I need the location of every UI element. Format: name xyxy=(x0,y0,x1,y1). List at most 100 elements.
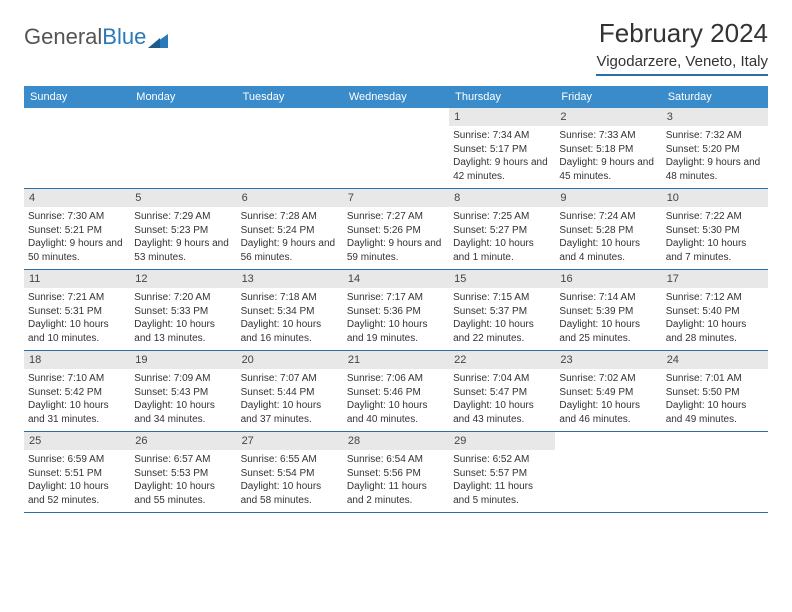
daylight-text: Daylight: 10 hours and 28 minutes. xyxy=(666,318,764,345)
sunrise-text: Sunrise: 7:01 AM xyxy=(666,372,764,386)
weekday-header-row: Sunday Monday Tuesday Wednesday Thursday… xyxy=(24,86,768,108)
day-details: Sunrise: 7:14 AMSunset: 5:39 PMDaylight:… xyxy=(555,288,661,350)
calendar-day-cell: 25Sunrise: 6:59 AMSunset: 5:51 PMDayligh… xyxy=(24,432,130,512)
sunset-text: Sunset: 5:44 PM xyxy=(241,386,339,400)
daylight-text: Daylight: 11 hours and 2 minutes. xyxy=(347,480,445,507)
sunrise-text: Sunrise: 6:57 AM xyxy=(134,453,232,467)
sunset-text: Sunset: 5:39 PM xyxy=(559,305,657,319)
calendar-day-cell xyxy=(24,108,130,188)
day-number: 18 xyxy=(24,351,130,369)
sunset-text: Sunset: 5:24 PM xyxy=(241,224,339,238)
day-number: 27 xyxy=(237,432,343,450)
sunset-text: Sunset: 5:30 PM xyxy=(666,224,764,238)
day-details: Sunrise: 7:06 AMSunset: 5:46 PMDaylight:… xyxy=(343,369,449,431)
sunset-text: Sunset: 5:23 PM xyxy=(134,224,232,238)
calendar-day-cell: 10Sunrise: 7:22 AMSunset: 5:30 PMDayligh… xyxy=(662,189,768,269)
day-number: 15 xyxy=(449,270,555,288)
day-details: Sunrise: 7:09 AMSunset: 5:43 PMDaylight:… xyxy=(130,369,236,431)
weekday-header: Tuesday xyxy=(237,86,343,108)
daylight-text: Daylight: 10 hours and 40 minutes. xyxy=(347,399,445,426)
calendar-day-cell: 18Sunrise: 7:10 AMSunset: 5:42 PMDayligh… xyxy=(24,351,130,431)
day-details: Sunrise: 7:10 AMSunset: 5:42 PMDaylight:… xyxy=(24,369,130,431)
sunrise-text: Sunrise: 7:04 AM xyxy=(453,372,551,386)
daylight-text: Daylight: 10 hours and 19 minutes. xyxy=(347,318,445,345)
calendar-day-cell: 17Sunrise: 7:12 AMSunset: 5:40 PMDayligh… xyxy=(662,270,768,350)
weekday-header: Sunday xyxy=(24,86,130,108)
day-number: 10 xyxy=(662,189,768,207)
daylight-text: Daylight: 9 hours and 50 minutes. xyxy=(28,237,126,264)
calendar-day-cell: 28Sunrise: 6:54 AMSunset: 5:56 PMDayligh… xyxy=(343,432,449,512)
day-details: Sunrise: 7:20 AMSunset: 5:33 PMDaylight:… xyxy=(130,288,236,350)
sunset-text: Sunset: 5:31 PM xyxy=(28,305,126,319)
calendar-day-cell: 5Sunrise: 7:29 AMSunset: 5:23 PMDaylight… xyxy=(130,189,236,269)
calendar-week-row: 25Sunrise: 6:59 AMSunset: 5:51 PMDayligh… xyxy=(24,432,768,513)
calendar-day-cell: 21Sunrise: 7:06 AMSunset: 5:46 PMDayligh… xyxy=(343,351,449,431)
calendar-week-row: 11Sunrise: 7:21 AMSunset: 5:31 PMDayligh… xyxy=(24,270,768,351)
sunrise-text: Sunrise: 7:27 AM xyxy=(347,210,445,224)
sunrise-text: Sunrise: 6:52 AM xyxy=(453,453,551,467)
calendar-day-cell: 4Sunrise: 7:30 AMSunset: 5:21 PMDaylight… xyxy=(24,189,130,269)
month-title: February 2024 xyxy=(596,18,768,49)
brand-text-gray: General xyxy=(24,24,102,50)
calendar-day-cell: 26Sunrise: 6:57 AMSunset: 5:53 PMDayligh… xyxy=(130,432,236,512)
calendar-day-cell: 2Sunrise: 7:33 AMSunset: 5:18 PMDaylight… xyxy=(555,108,661,188)
daylight-text: Daylight: 10 hours and 16 minutes. xyxy=(241,318,339,345)
calendar-day-cell xyxy=(130,108,236,188)
sunrise-text: Sunrise: 7:17 AM xyxy=(347,291,445,305)
sunset-text: Sunset: 5:53 PM xyxy=(134,467,232,481)
sunrise-text: Sunrise: 6:54 AM xyxy=(347,453,445,467)
day-details: Sunrise: 7:18 AMSunset: 5:34 PMDaylight:… xyxy=(237,288,343,350)
sunset-text: Sunset: 5:37 PM xyxy=(453,305,551,319)
day-details: Sunrise: 7:30 AMSunset: 5:21 PMDaylight:… xyxy=(24,207,130,269)
sunset-text: Sunset: 5:36 PM xyxy=(347,305,445,319)
day-details: Sunrise: 7:17 AMSunset: 5:36 PMDaylight:… xyxy=(343,288,449,350)
day-details: Sunrise: 6:54 AMSunset: 5:56 PMDaylight:… xyxy=(343,450,449,512)
sunrise-text: Sunrise: 7:20 AM xyxy=(134,291,232,305)
calendar-day-cell: 22Sunrise: 7:04 AMSunset: 5:47 PMDayligh… xyxy=(449,351,555,431)
day-details: Sunrise: 6:59 AMSunset: 5:51 PMDaylight:… xyxy=(24,450,130,512)
day-number: 9 xyxy=(555,189,661,207)
calendar-day-cell: 14Sunrise: 7:17 AMSunset: 5:36 PMDayligh… xyxy=(343,270,449,350)
daylight-text: Daylight: 10 hours and 46 minutes. xyxy=(559,399,657,426)
sunrise-text: Sunrise: 7:32 AM xyxy=(666,129,764,143)
brand-text-blue: Blue xyxy=(102,24,146,50)
daylight-text: Daylight: 10 hours and 1 minute. xyxy=(453,237,551,264)
daylight-text: Daylight: 9 hours and 59 minutes. xyxy=(347,237,445,264)
calendar-day-cell: 23Sunrise: 7:02 AMSunset: 5:49 PMDayligh… xyxy=(555,351,661,431)
calendar-day-cell: 11Sunrise: 7:21 AMSunset: 5:31 PMDayligh… xyxy=(24,270,130,350)
calendar-day-cell: 12Sunrise: 7:20 AMSunset: 5:33 PMDayligh… xyxy=(130,270,236,350)
day-details: Sunrise: 6:57 AMSunset: 5:53 PMDaylight:… xyxy=(130,450,236,512)
calendar-week-row: 4Sunrise: 7:30 AMSunset: 5:21 PMDaylight… xyxy=(24,189,768,270)
day-details: Sunrise: 7:29 AMSunset: 5:23 PMDaylight:… xyxy=(130,207,236,269)
sunset-text: Sunset: 5:51 PM xyxy=(28,467,126,481)
daylight-text: Daylight: 10 hours and 52 minutes. xyxy=(28,480,126,507)
sunrise-text: Sunrise: 7:22 AM xyxy=(666,210,764,224)
calendar-day-cell: 19Sunrise: 7:09 AMSunset: 5:43 PMDayligh… xyxy=(130,351,236,431)
day-number: 12 xyxy=(130,270,236,288)
daylight-text: Daylight: 10 hours and 37 minutes. xyxy=(241,399,339,426)
day-details: Sunrise: 7:33 AMSunset: 5:18 PMDaylight:… xyxy=(555,126,661,188)
sunset-text: Sunset: 5:50 PM xyxy=(666,386,764,400)
day-number: 25 xyxy=(24,432,130,450)
calendar-day-cell: 1Sunrise: 7:34 AMSunset: 5:17 PMDaylight… xyxy=(449,108,555,188)
sunset-text: Sunset: 5:57 PM xyxy=(453,467,551,481)
calendar-day-cell xyxy=(343,108,449,188)
day-number: 7 xyxy=(343,189,449,207)
daylight-text: Daylight: 9 hours and 45 minutes. xyxy=(559,156,657,183)
calendar-day-cell: 6Sunrise: 7:28 AMSunset: 5:24 PMDaylight… xyxy=(237,189,343,269)
daylight-text: Daylight: 10 hours and 10 minutes. xyxy=(28,318,126,345)
day-details: Sunrise: 6:52 AMSunset: 5:57 PMDaylight:… xyxy=(449,450,555,512)
sunset-text: Sunset: 5:27 PM xyxy=(453,224,551,238)
day-number: 14 xyxy=(343,270,449,288)
daylight-text: Daylight: 9 hours and 53 minutes. xyxy=(134,237,232,264)
weekday-header: Monday xyxy=(130,86,236,108)
sunrise-text: Sunrise: 7:02 AM xyxy=(559,372,657,386)
sunset-text: Sunset: 5:33 PM xyxy=(134,305,232,319)
calendar-page: GeneralBlue February 2024 Vigodarzere, V… xyxy=(0,0,792,513)
daylight-text: Daylight: 10 hours and 25 minutes. xyxy=(559,318,657,345)
sunset-text: Sunset: 5:54 PM xyxy=(241,467,339,481)
sunset-text: Sunset: 5:42 PM xyxy=(28,386,126,400)
sunrise-text: Sunrise: 7:21 AM xyxy=(28,291,126,305)
sunset-text: Sunset: 5:18 PM xyxy=(559,143,657,157)
day-number: 20 xyxy=(237,351,343,369)
